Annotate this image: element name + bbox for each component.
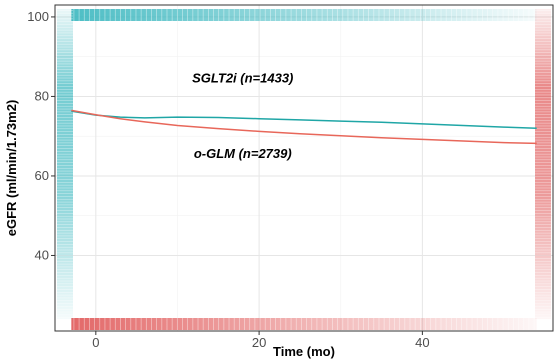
series-line-sglt2i [71, 110, 537, 129]
y-tick-label: 100 [27, 9, 49, 24]
label-layer: SGLT2i (n=1433) o-GLM (n=2739) 40 60 80 100 0 2… [27, 9, 429, 350]
x-tick-label: 40 [415, 335, 429, 350]
series-layer [71, 109, 537, 145]
plot-panel-border [54, 4, 554, 332]
series-annotation-oglm: o-GLM (n=2739) [194, 146, 292, 161]
rug-layer [57, 8, 551, 330]
x-tick-label: 20 [252, 335, 266, 350]
y-tick-label: 80 [35, 88, 49, 103]
y-tick-label: 60 [35, 168, 49, 183]
series-line-oglm [71, 109, 537, 145]
x-axis-title: Time (mo) [273, 344, 335, 359]
grid-layer [55, 5, 553, 331]
y-tick-label: 40 [35, 247, 49, 262]
y-axis-title: eGFR (ml/min/1.73m2) [4, 100, 19, 237]
x-tick-label: 0 [92, 335, 99, 350]
series-annotation-sglt2i: SGLT2i (n=1433) [192, 71, 293, 86]
